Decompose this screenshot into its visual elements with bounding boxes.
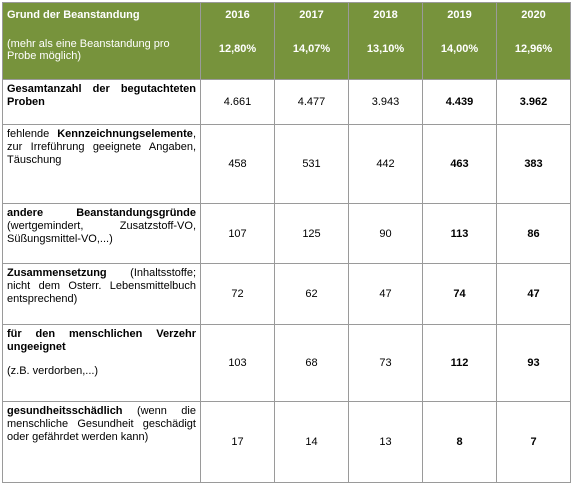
table-row: gesundheitsschädlich (wenn die menschlic… xyxy=(2,401,571,483)
value-cell: 103 xyxy=(200,324,275,402)
year-box: 2018 xyxy=(353,6,418,43)
table-row: für den menschlichen Verzehr ungeeignet (… xyxy=(2,324,571,402)
row-label: gesundheitsschädlich (wenn die menschlic… xyxy=(2,401,201,483)
label-text: für den menschlichen Verzehr ungeeignet xyxy=(7,328,196,353)
label-text: (z.B. verdorben,...) xyxy=(7,365,99,377)
value-cell: 4.661 xyxy=(200,79,275,125)
header-row: Grund der Beanstandung (mehr als eine Be… xyxy=(2,2,571,80)
value-cell: 4.439 xyxy=(422,79,497,125)
label-text: fehlende xyxy=(7,128,58,140)
year-box: 2016 xyxy=(205,6,270,43)
label-text: gesundheitsschädlich xyxy=(7,405,123,417)
value-cell: 3.943 xyxy=(348,79,423,125)
label-paragraph: andere Beanstandungsgründe (wertgeminder… xyxy=(7,207,196,246)
value-cell: 3.962 xyxy=(496,79,571,125)
year-cell: 2020 12,96% xyxy=(496,2,571,80)
value-cell: 47 xyxy=(496,263,571,325)
value-cell: 112 xyxy=(422,324,497,402)
year-box: 2020 xyxy=(501,6,566,43)
value-cell: 17 xyxy=(200,401,275,483)
label-text: , zur Irreführung geeignete Angaben, Täu… xyxy=(7,128,196,166)
header-note: (mehr als eine Beanstandung pro Probe mö… xyxy=(7,38,170,62)
year-box: 2017 xyxy=(279,6,344,43)
rate: 14,00% xyxy=(440,43,479,55)
label-paragraph: Gesamtanzahl der begutachteten Proben xyxy=(7,83,196,109)
value-cell: 4.477 xyxy=(274,79,349,125)
label-paragraph: fehlende Kennzeichnungselemente, zur Irr… xyxy=(7,128,196,167)
label-paragraph: Zusammensetzung (Inhaltsstoffe; nicht de… xyxy=(7,267,196,306)
rate: 12,80% xyxy=(218,43,257,55)
header-title: Grund der Beanstandung xyxy=(7,9,140,21)
year-cell: 2019 14,00% xyxy=(422,2,497,80)
year-box: 2019 xyxy=(427,6,492,43)
value-cell: 458 xyxy=(200,124,275,204)
value-cell: 8 xyxy=(422,401,497,483)
label-text: (wenn die menschliche Gesundheit geschäd… xyxy=(7,405,196,443)
year-cell: 2017 14,07% xyxy=(274,2,349,80)
label-text: andere Beanstandungsgründe xyxy=(7,207,196,219)
label-text: (Inhaltsstoffe; nicht dem Osterr. Lebens… xyxy=(7,267,196,305)
rate: 13,10% xyxy=(366,43,405,55)
label-text: Gesamtanzahl der begutachteten Proben xyxy=(7,83,196,108)
year: 2019 xyxy=(447,9,472,21)
complaints-table: Grund der Beanstandung (mehr als eine Be… xyxy=(2,2,571,483)
table-row: Zusammensetzung (Inhaltsstoffe; nicht de… xyxy=(2,263,571,325)
row-label: Gesamtanzahl der begutachteten Proben xyxy=(2,79,201,125)
year: 2017 xyxy=(299,9,324,21)
table-row: fehlende Kennzeichnungselemente, zur Irr… xyxy=(2,124,571,204)
label-text: Kennzeichnungselemente xyxy=(57,128,193,140)
value-cell: 7 xyxy=(496,401,571,483)
label-paragraph: für den menschlichen Verzehr ungeeignet xyxy=(7,328,196,354)
value-cell: 113 xyxy=(422,203,497,264)
header-label-cell: Grund der Beanstandung (mehr als eine Be… xyxy=(2,2,201,80)
label-text: (wertgemindert, Zusatzstoff-VO, Süßungsm… xyxy=(7,220,196,245)
table-row: andere Beanstandungsgründe (wertgeminder… xyxy=(2,203,571,264)
table-row: Gesamtanzahl der begutachteten Proben 4.6… xyxy=(2,79,571,125)
value-cell: 13 xyxy=(348,401,423,483)
value-cell: 14 xyxy=(274,401,349,483)
value-cell: 73 xyxy=(348,324,423,402)
row-label: fehlende Kennzeichnungselemente, zur Irr… xyxy=(2,124,201,204)
rate: 12,96% xyxy=(514,43,553,55)
label-paragraph: (z.B. verdorben,...) xyxy=(7,365,196,378)
row-label: Zusammensetzung (Inhaltsstoffe; nicht de… xyxy=(2,263,201,325)
row-label: andere Beanstandungsgründe (wertgeminder… xyxy=(2,203,201,264)
year-cell: 2016 12,80% xyxy=(200,2,275,80)
value-cell: 47 xyxy=(348,263,423,325)
value-cell: 107 xyxy=(200,203,275,264)
row-label: für den menschlichen Verzehr ungeeignet (… xyxy=(2,324,201,402)
value-cell: 74 xyxy=(422,263,497,325)
year-cell: 2018 13,10% xyxy=(348,2,423,80)
year: 2016 xyxy=(225,9,250,21)
value-cell: 531 xyxy=(274,124,349,204)
value-cell: 463 xyxy=(422,124,497,204)
value-cell: 383 xyxy=(496,124,571,204)
value-cell: 62 xyxy=(274,263,349,325)
rate: 14,07% xyxy=(292,43,331,55)
value-cell: 72 xyxy=(200,263,275,325)
value-cell: 442 xyxy=(348,124,423,204)
label-text: Zusammensetzung xyxy=(7,267,107,279)
year: 2020 xyxy=(521,9,546,21)
value-cell: 125 xyxy=(274,203,349,264)
value-cell: 93 xyxy=(496,324,571,402)
value-cell: 90 xyxy=(348,203,423,264)
value-cell: 86 xyxy=(496,203,571,264)
year: 2018 xyxy=(373,9,398,21)
label-paragraph: gesundheitsschädlich (wenn die menschlic… xyxy=(7,405,196,444)
value-cell: 68 xyxy=(274,324,349,402)
